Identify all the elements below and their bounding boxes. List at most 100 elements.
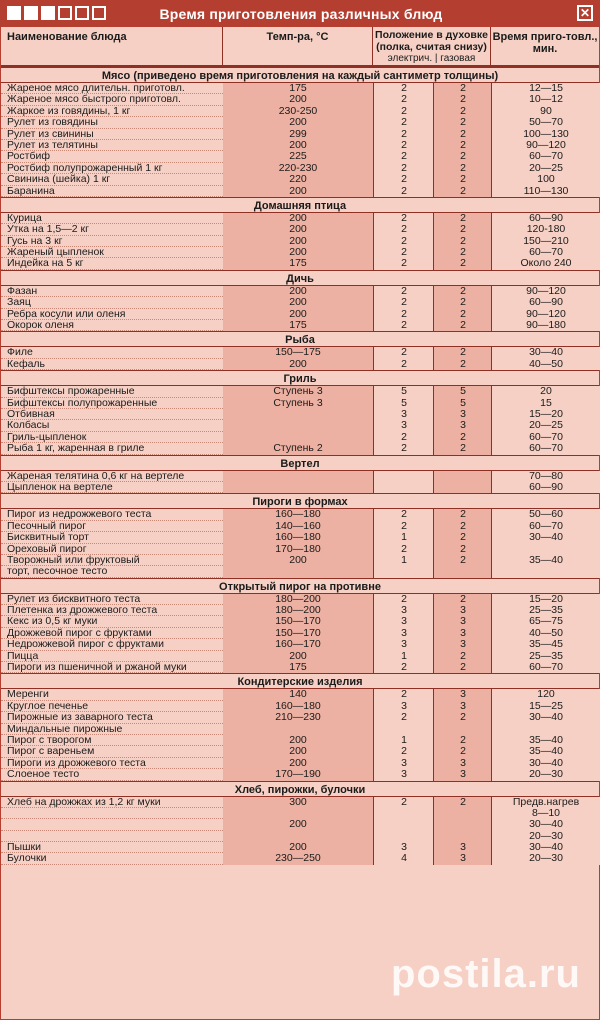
dish-name: Рулет из свинины [1, 128, 223, 140]
temperature-cell: 299 [223, 128, 373, 140]
table-row: Жареное мясо длительн. приготовл. 175 2 2 12… [1, 82, 600, 95]
time-cell: 100 [491, 173, 600, 186]
temperature-cell: 200 [223, 285, 373, 298]
electric-shelf-cell: 2 [373, 689, 434, 701]
table-row: Гриль-цыпленок 2 2 60—70 [1, 431, 600, 444]
gas-shelf-cell: 3 [433, 757, 492, 770]
time-cell: 20—30 [491, 768, 600, 781]
header-position-title: Положение в духовке (полка, считая снизу… [375, 29, 488, 53]
gas-shelf-cell [433, 566, 492, 578]
header-temp: Темп-ра, °C [223, 27, 373, 65]
table-row: Жареное мясо быстрого приготовл. 200 2 2 10—… [1, 93, 600, 106]
table-row: торт, песочное тесто [1, 565, 600, 578]
temperature-cell: 220 [223, 173, 373, 186]
electric-shelf-cell: 2 [373, 173, 434, 186]
dish-name: Кекс из 0,5 кг муки [1, 616, 223, 628]
time-cell: 30—40 [491, 531, 600, 544]
electric-shelf-cell: 3 [373, 604, 434, 617]
dish-name: Цыпленок на вертеле [1, 481, 223, 494]
dish-name: Рыба 1 кг, жаренная в гриле [1, 442, 223, 455]
table-row: Ростбиф 225 2 2 60—70 [1, 150, 600, 163]
gas-shelf-cell: 5 [433, 385, 492, 398]
time-cell: 30—40 [491, 818, 600, 831]
dish-name: Пирог с творогом [1, 734, 223, 747]
table-row: Меренги 140 2 3 120 [1, 689, 600, 701]
time-cell: 60—90 [491, 481, 600, 494]
time-cell: 90 [491, 105, 600, 118]
dish-name: Бифштексы прожаренные [1, 385, 223, 398]
electric-shelf-cell: 2 [373, 150, 434, 163]
temperature-cell: 220-230 [223, 162, 373, 175]
time-cell: 90—180 [491, 319, 600, 332]
electric-shelf-cell: 3 [373, 841, 434, 854]
temperature-cell [223, 481, 373, 494]
time-cell: 60—70 [491, 520, 600, 533]
table-row: Рулет из свинины 299 2 2 100—130 [1, 128, 600, 140]
temperature-cell: 200 [223, 757, 373, 770]
time-cell [491, 566, 600, 578]
time-cell: 50—70 [491, 116, 600, 129]
temperature-cell: 200 [223, 93, 373, 106]
table-row: Свинина (шейка) 1 кг 220 2 2 100 [1, 173, 600, 186]
electric-shelf-cell: 4 [373, 853, 434, 865]
dish-name: Кефаль [1, 358, 223, 371]
electric-shelf-cell: 2 [373, 661, 434, 674]
table-row: Пирог из недрожжевого теста 160—180 2 2 50—6… [1, 508, 600, 521]
gas-shelf-cell: 2 [433, 82, 492, 95]
time-cell: 60—70 [491, 246, 600, 259]
time-cell: 35—40 [491, 734, 600, 747]
table-row: Рулет из говядины 200 2 2 50—70 [1, 116, 600, 129]
dish-name: Слоеное тесто [1, 768, 223, 781]
header-time: Время приго-товл., мин. [492, 31, 598, 55]
gas-shelf-cell: 2 [433, 347, 492, 359]
dish-name: Рулет из бисквитного теста [1, 593, 223, 606]
gas-shelf-cell: 2 [433, 531, 492, 544]
dish-name: Пирог с вареньем [1, 745, 223, 758]
header-position-sub: электрич. | газовая [387, 53, 476, 64]
electric-shelf-cell: 5 [373, 397, 434, 409]
temperature-cell: 300 [223, 796, 373, 808]
table-row: Жареная телятина 0,6 кг на вертеле 70—80 [1, 470, 600, 482]
dish-name: Ребра косули или оленя [1, 308, 223, 321]
temperature-cell: 200 [223, 745, 373, 758]
table-row: Плетенка из дрожжевого теста 180—200 3 3 25—… [1, 604, 600, 617]
dish-name: Пицца [1, 650, 223, 663]
gas-shelf-cell: 3 [433, 638, 492, 651]
section-header: Пироги в формах [1, 493, 599, 510]
dish-name: Гриль-цыпленок [1, 431, 223, 444]
table-row: Хлеб на дрожжах из 1,2 кг муки 300 2 2 Предв… [1, 796, 600, 808]
time-cell: 30—40 [491, 347, 600, 359]
table-row: 8—10 [1, 807, 600, 820]
dish-name: Жареное мясо длительн. приготовл. [1, 82, 223, 95]
temperature-cell: 200 [223, 650, 373, 663]
electric-shelf-cell: 2 [373, 442, 434, 455]
gas-shelf-cell: 2 [433, 296, 492, 309]
temperature-cell: 200 [223, 246, 373, 259]
table-row: Фазан 200 2 2 90—120 [1, 285, 600, 298]
close-icon[interactable]: ✕ [577, 5, 593, 21]
time-cell: 35—40 [491, 554, 600, 567]
dish-name: Булочки [1, 853, 223, 865]
dish-name: Жаркое из говядины, 1 кг [1, 105, 223, 118]
time-cell: 20—30 [491, 853, 600, 865]
dish-name: Бифштексы полупрожаренные [1, 397, 223, 409]
temperature-cell: 150—175 [223, 347, 373, 359]
time-cell: 90—120 [491, 308, 600, 321]
dish-name: Жареный цыпленок [1, 246, 223, 259]
table-row: Пышки 200 3 3 30—40 [1, 841, 600, 854]
electric-shelf-cell: 2 [373, 212, 434, 225]
electric-shelf-cell: 2 [373, 543, 434, 555]
table-row: Пироги из дрожжевого теста 200 3 3 30—40 [1, 757, 600, 770]
gas-shelf-cell: 2 [433, 235, 492, 248]
gas-shelf-cell: 3 [433, 768, 492, 781]
temperature-cell: 200 [223, 554, 373, 567]
temperature-cell [223, 408, 373, 421]
temperature-cell [223, 723, 373, 735]
section-header: Открытый пирог на противне [1, 577, 599, 594]
time-cell: 150—210 [491, 235, 600, 248]
section-header: Дичь [1, 269, 599, 286]
temperature-cell: Ступень 3 [223, 385, 373, 398]
dish-name: Курица [1, 212, 223, 225]
gas-shelf-cell [433, 723, 492, 735]
